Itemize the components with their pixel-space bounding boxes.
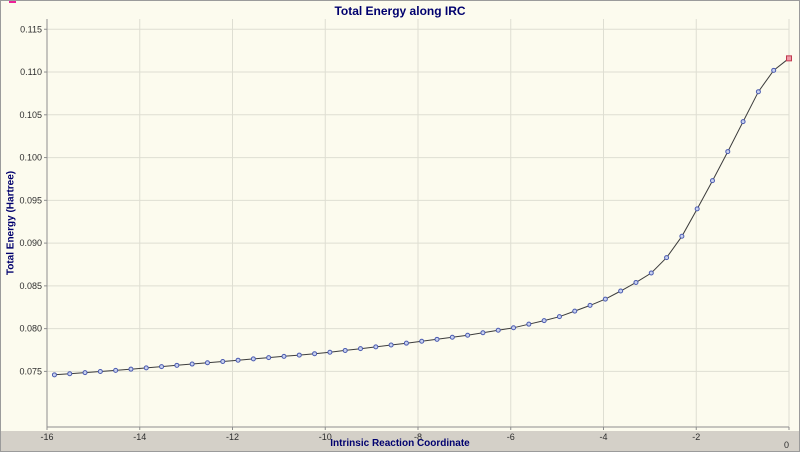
data-point-marker[interactable] — [434, 336, 440, 342]
data-point-marker[interactable] — [403, 340, 409, 346]
x-tick-label: -6 — [507, 432, 515, 442]
capture-artifact — [9, 1, 16, 3]
x-tick-label: -10 — [319, 432, 332, 442]
data-point-marker[interactable] — [266, 355, 272, 361]
x-tick-label: -2 — [692, 432, 700, 442]
data-point-marker[interactable] — [281, 353, 287, 359]
y-tick-label: 0.090 — [19, 238, 42, 248]
data-point-marker[interactable] — [465, 332, 471, 338]
data-point-marker[interactable] — [740, 119, 746, 125]
data-point-marker[interactable] — [419, 338, 425, 344]
data-point-marker[interactable] — [357, 346, 363, 352]
y-tick-label: 0.115 — [20, 24, 42, 34]
data-point-marker[interactable] — [250, 356, 256, 362]
data-point-marker[interactable] — [725, 149, 731, 155]
data-point-marker[interactable] — [51, 372, 57, 378]
y-tick-label: 0.075 — [19, 366, 42, 376]
data-point-marker[interactable] — [342, 347, 348, 353]
chart-title: Total Energy along IRC — [334, 4, 466, 18]
data-point-marker[interactable] — [327, 349, 333, 355]
x-tick-label: -4 — [599, 432, 607, 442]
data-point-marker[interactable] — [587, 302, 593, 308]
data-point-marker[interactable] — [82, 370, 88, 376]
y-tick-label: 0.100 — [19, 153, 42, 163]
y-tick-label: 0.085 — [19, 281, 42, 291]
y-tick-label: 0.105 — [19, 110, 42, 120]
data-point-marker[interactable] — [679, 233, 685, 239]
data-point-marker[interactable] — [67, 371, 73, 377]
y-tick-label: 0.110 — [20, 67, 42, 77]
x-tick-label: -12 — [226, 432, 239, 442]
x-tick-label: -16 — [40, 432, 53, 442]
data-point-marker[interactable] — [648, 270, 654, 276]
data-point-marker[interactable] — [128, 366, 134, 372]
data-point-marker[interactable] — [388, 342, 394, 348]
highlighted-end-point-marker[interactable] — [786, 55, 792, 62]
data-point-marker[interactable] — [602, 296, 608, 302]
data-point-marker[interactable] — [526, 321, 532, 327]
data-point-marker[interactable] — [373, 344, 379, 350]
data-point-marker[interactable] — [143, 365, 149, 371]
data-point-marker[interactable] — [664, 255, 670, 261]
data-point-marker[interactable] — [755, 89, 761, 95]
data-point-marker[interactable] — [709, 178, 715, 184]
x-tick-label: 0 — [784, 440, 789, 450]
data-point-marker[interactable] — [541, 318, 547, 324]
data-point-marker[interactable] — [159, 364, 165, 370]
y-axis-title: Total Energy (Hartree) — [5, 170, 17, 276]
data-point-marker[interactable] — [312, 351, 318, 357]
y-tick-label: 0.095 — [19, 195, 42, 205]
data-point-marker[interactable] — [113, 367, 119, 373]
data-point-marker[interactable] — [511, 325, 517, 331]
data-point-marker[interactable] — [97, 368, 103, 374]
data-point-marker[interactable] — [449, 334, 455, 340]
data-point-marker[interactable] — [235, 357, 241, 363]
data-point-marker[interactable] — [220, 358, 226, 364]
data-point-marker[interactable] — [480, 330, 486, 336]
x-tick-label: -14 — [133, 432, 146, 442]
x-tick-label: -8 — [414, 432, 422, 442]
data-point-marker[interactable] — [771, 67, 777, 73]
y-tick-label: 0.080 — [19, 324, 42, 334]
data-point-marker[interactable] — [556, 314, 562, 320]
data-point-marker[interactable] — [174, 362, 180, 368]
data-point-marker[interactable] — [633, 279, 639, 285]
data-point-marker[interactable] — [572, 308, 578, 314]
data-point-marker[interactable] — [495, 327, 501, 333]
data-point-marker[interactable] — [296, 352, 302, 358]
x-axis-title: Intrinsic Reaction Coordinate — [330, 438, 470, 449]
bottom-bar — [1, 431, 799, 451]
data-point-marker[interactable] — [618, 288, 624, 294]
data-point-marker[interactable] — [204, 360, 210, 366]
data-point-marker[interactable] — [694, 206, 700, 212]
data-point-marker[interactable] — [189, 361, 195, 367]
